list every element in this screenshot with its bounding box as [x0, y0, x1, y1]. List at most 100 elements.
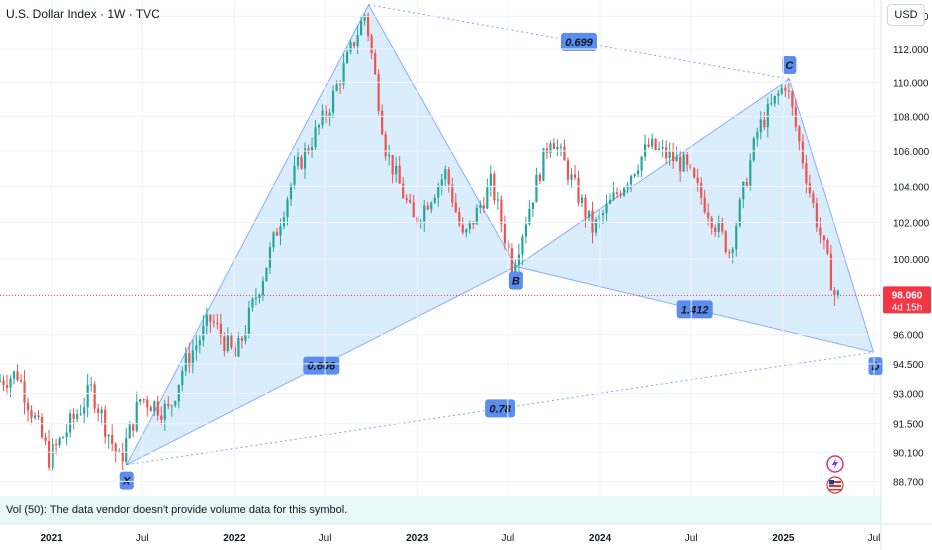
- candle: [107, 433, 110, 449]
- candle-body: [696, 177, 699, 183]
- candle-body: [12, 371, 16, 379]
- candle: [563, 139, 566, 161]
- candle-body: [156, 401, 159, 416]
- ratio-line-xd: [126, 351, 874, 466]
- candle: [486, 178, 489, 210]
- candle: [531, 202, 535, 217]
- candle: [374, 48, 377, 76]
- candle: [188, 342, 191, 374]
- candle-body: [163, 403, 166, 420]
- candle-body: [749, 160, 752, 187]
- candle-body: [724, 231, 727, 253]
- candle-body: [247, 307, 251, 334]
- candle: [714, 224, 717, 237]
- candle: [444, 165, 447, 188]
- candle-body: [454, 202, 457, 212]
- candle-body: [409, 200, 412, 203]
- candle-body: [328, 112, 331, 118]
- candle-body: [254, 297, 258, 300]
- candle: [636, 164, 640, 178]
- candle: [19, 374, 23, 384]
- candle-body: [363, 14, 366, 21]
- candle-body: [658, 148, 661, 150]
- candle: [693, 166, 696, 179]
- candle: [700, 177, 703, 205]
- time-tick-label: 2023: [406, 533, 429, 544]
- flash-icon[interactable]: [826, 455, 844, 473]
- candle-body: [23, 381, 26, 403]
- candle: [682, 151, 685, 173]
- candle-body: [731, 249, 734, 253]
- candle-body: [507, 243, 510, 249]
- candle-body: [693, 168, 696, 178]
- candle-body: [251, 299, 254, 308]
- candle: [742, 181, 745, 209]
- candle-body: [198, 340, 201, 346]
- candle-body: [794, 107, 797, 127]
- candle: [142, 398, 145, 404]
- candle-body: [714, 227, 717, 232]
- candle-body: [423, 205, 426, 222]
- candle: [184, 346, 187, 376]
- candle-body: [700, 182, 703, 198]
- candle-body: [479, 205, 482, 208]
- candle-body: [580, 197, 584, 203]
- candle-body: [521, 236, 524, 255]
- candle-body: [0, 380, 2, 382]
- candle-body: [458, 211, 461, 225]
- candle-body: [612, 192, 615, 200]
- candle-body: [391, 154, 394, 175]
- candle: [826, 238, 829, 256]
- time-tick-label: Jul: [868, 533, 881, 544]
- candle: [111, 424, 114, 452]
- candle: [121, 442, 124, 471]
- candle-body: [608, 199, 612, 204]
- candle-body: [317, 125, 321, 128]
- us-flag-icon[interactable]: [826, 476, 844, 494]
- candle-body: [566, 160, 570, 180]
- candle-body: [335, 84, 338, 91]
- candle-body: [258, 295, 261, 298]
- candle: [324, 105, 328, 124]
- candle-body: [805, 163, 808, 184]
- candle: [44, 432, 47, 446]
- symbol-title[interactable]: U.S. Dollar Index · 1W · TVC: [6, 7, 160, 21]
- candle: [794, 99, 797, 132]
- candle-body: [721, 221, 724, 232]
- candle: [601, 209, 605, 225]
- pattern-point-D: D: [868, 357, 883, 376]
- candle-body: [426, 205, 429, 210]
- candle-body: [177, 384, 180, 402]
- candle: [780, 84, 783, 96]
- time-tick-label: 2021: [40, 533, 63, 544]
- candle-body: [640, 156, 643, 171]
- candle: [524, 216, 527, 244]
- candle: [195, 334, 198, 361]
- candle-body: [430, 202, 433, 210]
- candle-body: [83, 407, 86, 414]
- candle-body: [472, 221, 475, 225]
- candle-body: [121, 451, 124, 462]
- currency-button[interactable]: USD: [887, 4, 925, 26]
- candle-body: [672, 151, 675, 162]
- ratio-label-xd: 0.78: [485, 399, 516, 418]
- candle-body: [300, 157, 303, 169]
- time-axis[interactable]: 2021 Jul 2022 Jul 2023 Jul 2024 Jul 2025 Jul: [40, 0, 880, 544]
- candle: [615, 187, 619, 198]
- candle-body: [191, 350, 194, 366]
- candle-body: [233, 347, 236, 357]
- candle-body: [212, 321, 215, 323]
- price-tick-label: 108.000: [893, 112, 930, 123]
- candle: [763, 112, 766, 131]
- candle-body: [111, 435, 114, 444]
- time-tick-label: 2024: [589, 533, 612, 544]
- time-tick-label: Jul: [319, 533, 332, 544]
- candle-body: [773, 95, 776, 104]
- candle-body: [496, 199, 499, 201]
- candle-body: [114, 443, 117, 453]
- candle: [307, 144, 310, 155]
- candle-body: [72, 413, 75, 419]
- candle-body: [465, 229, 468, 233]
- candle-body: [605, 203, 608, 214]
